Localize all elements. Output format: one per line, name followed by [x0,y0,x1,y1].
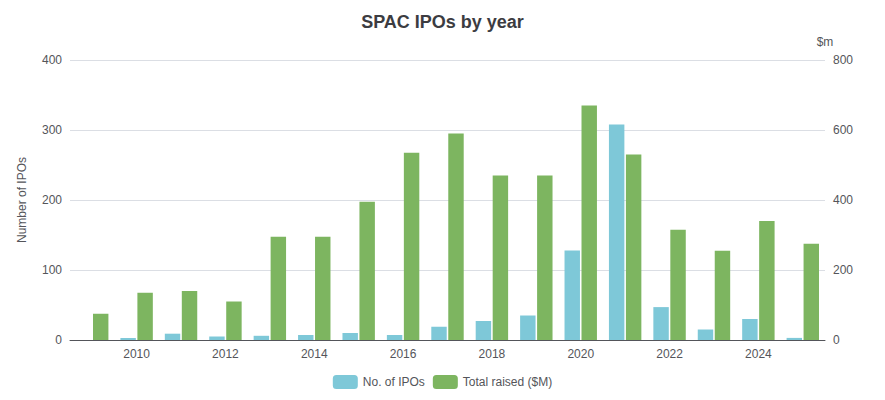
svg-text:600: 600 [833,123,853,137]
svg-text:0: 0 [833,333,840,347]
svg-text:No. of IPOs: No. of IPOs [363,375,425,389]
svg-text:2012: 2012 [212,347,239,361]
svg-text:$m: $m [817,35,834,49]
svg-text:400: 400 [833,193,853,207]
svg-text:2022: 2022 [656,347,683,361]
svg-text:800: 800 [833,53,853,67]
svg-text:2018: 2018 [479,347,506,361]
svg-text:0: 0 [55,333,62,347]
svg-text:2020: 2020 [567,347,594,361]
svg-text:SPAC IPOs by year: SPAC IPOs by year [361,12,524,32]
svg-text:400: 400 [42,53,62,67]
svg-text:200: 200 [833,263,853,277]
svg-text:2016: 2016 [390,347,417,361]
svg-text:2024: 2024 [745,347,772,361]
svg-text:300: 300 [42,123,62,137]
svg-text:100: 100 [42,263,62,277]
svg-text:Total raised ($M): Total raised ($M) [463,375,552,389]
svg-text:2010: 2010 [123,347,150,361]
svg-text:200: 200 [42,193,62,207]
svg-text:Number of IPOs: Number of IPOs [15,157,29,243]
svg-text:2014: 2014 [301,347,328,361]
